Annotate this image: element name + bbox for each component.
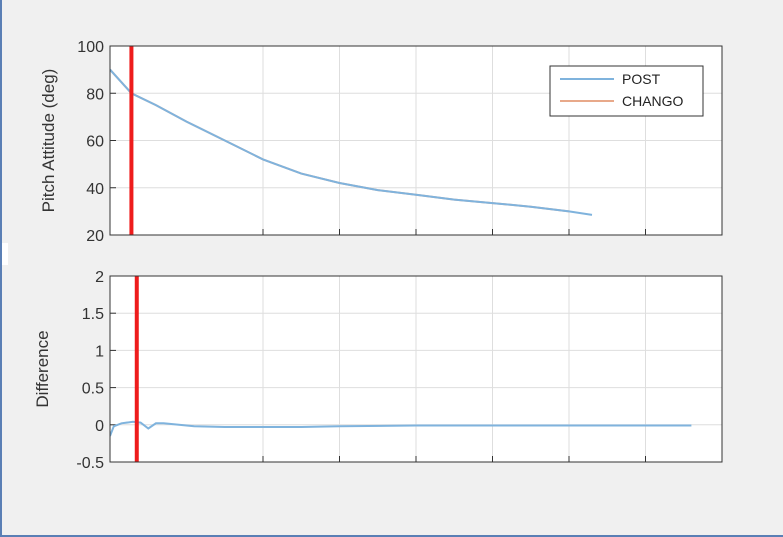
axes-box (109, 45, 723, 236)
y-tick-label: 80 (86, 86, 104, 103)
y-axis-label: Pitch Attitude (deg) (39, 69, 58, 213)
legend-box (549, 65, 704, 117)
chart-panel-1: 20 40 60 80 100 Pitch Attitude (deg) POST CHANG… (39, 39, 723, 245)
y-tick-label: 1 (95, 343, 104, 360)
legend-label: POST (622, 71, 661, 87)
series-line-difference (110, 420, 692, 437)
series-line-post (110, 68, 593, 216)
y-tick-label: 40 (86, 181, 104, 198)
y-tick-label: 100 (77, 39, 104, 56)
y-tick-label: 20 (86, 228, 104, 245)
y-axis-label: Difference (33, 330, 52, 407)
y-tick-label: 0.5 (82, 381, 104, 398)
y-tick-label: 60 (86, 134, 104, 151)
axes-box (109, 275, 723, 463)
window-edge-notch (2, 243, 8, 265)
y-tick-label: 0 (95, 418, 104, 435)
legend-label: CHANGO (622, 93, 684, 109)
chart-panel-2: -0.5 0 0.5 1 1.5 2 Difference (33, 269, 723, 472)
y-tick-label: 2 (95, 269, 104, 286)
legend: POST CHANGO (549, 65, 704, 117)
y-tick-label: 1.5 (82, 306, 104, 323)
y-tick-label: -0.5 (76, 455, 104, 472)
